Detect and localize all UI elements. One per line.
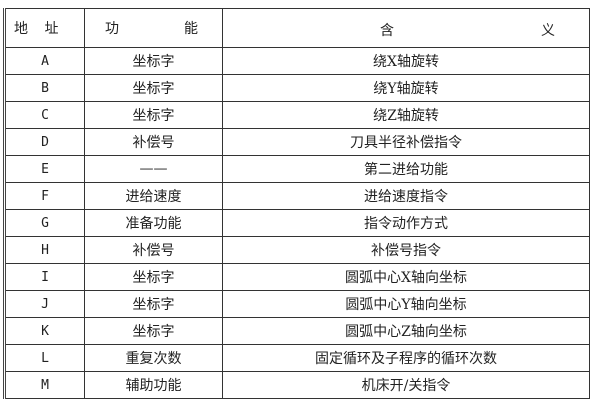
function-cell: 坐标字	[84, 101, 223, 129]
table-row: K 坐标字 圆弧中心Z轴向坐标	[4, 317, 590, 345]
table-row: J 坐标字 圆弧中心Y轴向坐标	[4, 290, 590, 318]
header-function-b: 能	[184, 21, 198, 37]
table-row: M 辅助功能 机床开/关指令	[4, 371, 590, 399]
table-row: A 坐标字 绕X轴旋转	[4, 47, 590, 75]
meaning-cell: 第二进给功能	[222, 155, 590, 183]
meaning-cell: 绕Z轴旋转	[222, 101, 590, 129]
function-cell: 准备功能	[84, 209, 223, 237]
header-function-a: 功	[105, 21, 119, 37]
header-row: 地 址 功能 含义	[4, 8, 590, 48]
table-row: L 重复次数 固定循环及子程序的循环次数	[4, 344, 590, 372]
header-function: 功能	[84, 8, 223, 48]
meaning-cell: 圆弧中心Z轴向坐标	[222, 317, 590, 345]
function-cell: ——	[84, 155, 223, 183]
meaning-cell: 圆弧中心Y轴向坐标	[222, 290, 590, 318]
meaning-cell: 绕X轴旋转	[222, 47, 590, 75]
table-row: C 坐标字 绕Z轴旋转	[4, 101, 590, 129]
header-meaning-a: 含	[380, 23, 394, 39]
meaning-cell: 指令动作方式	[222, 209, 590, 237]
address-cell: F	[4, 182, 85, 210]
address-cell: K	[4, 317, 85, 345]
table-row: D 补偿号 刀具半径补偿指令	[4, 128, 590, 156]
address-cell: A	[4, 47, 85, 75]
header-meaning: 含义	[222, 8, 590, 48]
meaning-cell: 圆弧中心X轴向坐标	[222, 263, 590, 291]
function-cell: 坐标字	[84, 47, 223, 75]
function-cell: 进给速度	[84, 182, 223, 210]
meaning-cell: 刀具半径补偿指令	[222, 128, 590, 156]
meaning-cell: 绕Y轴旋转	[222, 74, 590, 102]
address-cell: E	[4, 155, 85, 183]
function-cell: 补偿号	[84, 128, 223, 156]
address-cell: B	[4, 74, 85, 102]
address-cell: G	[4, 209, 85, 237]
meaning-cell: 固定循环及子程序的循环次数	[222, 344, 590, 372]
address-cell: L	[4, 344, 85, 372]
table-row: F 进给速度 进给速度指令	[4, 182, 590, 210]
address-cell: J	[4, 290, 85, 318]
function-cell: 辅助功能	[84, 371, 223, 399]
function-cell: 坐标字	[84, 290, 223, 318]
address-cell: I	[4, 263, 85, 291]
function-cell: 坐标字	[84, 317, 223, 345]
table-row: I 坐标字 圆弧中心X轴向坐标	[4, 263, 590, 291]
header-meaning-b: 义	[541, 23, 555, 39]
function-cell: 重复次数	[84, 344, 223, 372]
meaning-cell: 机床开/关指令	[222, 371, 590, 399]
function-cell: 坐标字	[84, 263, 223, 291]
header-address: 地 址	[4, 8, 85, 48]
table-row: G 准备功能 指令动作方式	[4, 209, 590, 237]
address-cell: M	[4, 371, 85, 399]
meaning-cell: 进给速度指令	[222, 182, 590, 210]
table-row: B 坐标字 绕Y轴旋转	[4, 74, 590, 102]
function-cell: 坐标字	[84, 74, 223, 102]
function-cell: 补偿号	[84, 236, 223, 264]
address-cell: D	[4, 128, 85, 156]
address-code-table: 地 址 功能 含义 A 坐标字 绕X轴旋转 B 坐标字 绕Y轴旋转 C 坐标字 绕Z轴旋转 D 补偿…	[3, 8, 590, 399]
meaning-cell: 补偿号指令	[222, 236, 590, 264]
table-row: E —— 第二进给功能	[4, 155, 590, 183]
address-cell: H	[4, 236, 85, 264]
address-cell: C	[4, 101, 85, 129]
table-row: H 补偿号 补偿号指令	[4, 236, 590, 264]
